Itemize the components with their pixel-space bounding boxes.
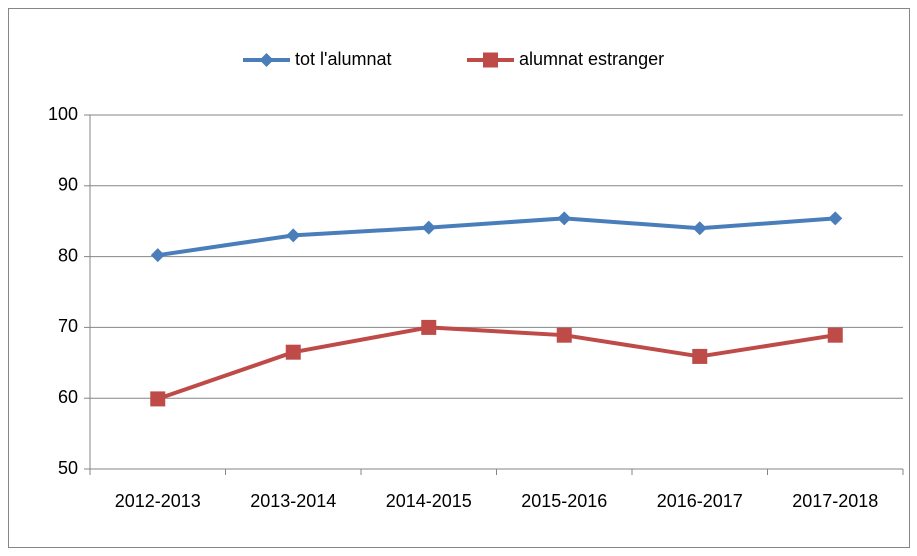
data-point: [827, 327, 843, 343]
x-tick-label: 2015-2016: [521, 491, 607, 511]
data-point: [556, 327, 572, 343]
data-point: [285, 344, 301, 360]
series-line: [157, 325, 836, 401]
y-tick-label: 70: [58, 316, 78, 336]
x-tick-label: 2014-2015: [386, 491, 472, 511]
data-point: [557, 211, 572, 226]
chart-border: [8, 8, 910, 548]
x-tick-label: 2016-2017: [657, 491, 743, 511]
legend-label: tot l'alumnat: [295, 49, 392, 69]
data-point: [828, 211, 843, 226]
data-point: [150, 391, 166, 407]
legend-marker: [483, 52, 498, 68]
data-point: [692, 348, 708, 364]
data-point: [421, 220, 436, 235]
data-point: [286, 228, 301, 243]
y-tick-label: 80: [58, 245, 78, 265]
x-tick-label: 2017-2018: [792, 491, 878, 511]
data-point: [150, 248, 165, 263]
y-tick-label: 90: [58, 175, 78, 195]
series-line: [157, 216, 836, 258]
legend-marker: [259, 53, 274, 67]
y-tick-label: 60: [58, 387, 78, 407]
x-tick-label: 2012-2013: [115, 491, 201, 511]
x-tick-label: 2013-2014: [250, 491, 336, 511]
data-point: [421, 319, 437, 335]
y-tick-label: 50: [58, 458, 78, 478]
y-tick-label: 100: [48, 104, 78, 124]
data-point: [692, 221, 707, 236]
legend-label: alumnat estranger: [519, 49, 664, 69]
